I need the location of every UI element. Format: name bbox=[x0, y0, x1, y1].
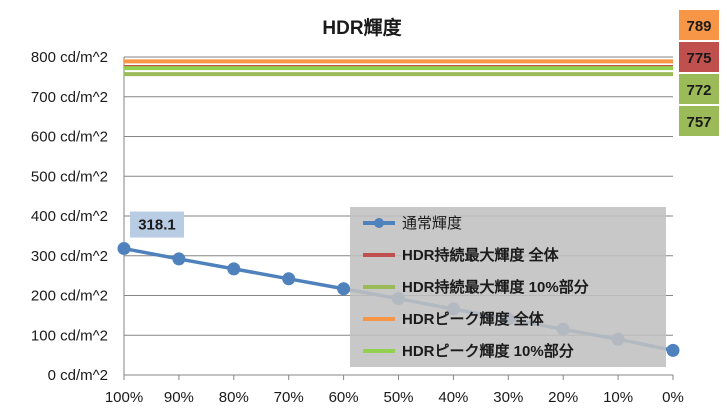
x-tick-label: 50% bbox=[383, 389, 413, 406]
y-tick-label: 700 cd/m^2 bbox=[31, 89, 108, 106]
y-tick-label: 100 cd/m^2 bbox=[31, 327, 108, 344]
legend-label: HDRピーク輝度 全体 bbox=[402, 310, 545, 328]
x-tick-label: 70% bbox=[274, 389, 304, 406]
data-labels: 318.1 789 775 772 757 bbox=[130, 10, 719, 238]
data-label: 318.1 bbox=[138, 217, 176, 234]
x-tick-label: 90% bbox=[164, 389, 194, 406]
axes: 0 cd/m^2 100 cd/m^2 200 cd/m^2 300 cd/m^2 40… bbox=[31, 49, 684, 406]
data-point bbox=[172, 252, 186, 266]
y-tick-label: 400 cd/m^2 bbox=[31, 208, 108, 225]
end-label-box bbox=[679, 10, 719, 40]
end-label-box bbox=[679, 106, 719, 136]
y-tick-label: 500 cd/m^2 bbox=[31, 168, 108, 185]
legend-label: HDR持続最大輝度 10%部分 bbox=[402, 278, 589, 296]
legend: 通常輝度 HDR持続最大輝度 全体 HDR持続最大輝度 10%部分 HDRピーク輝度 … bbox=[350, 207, 666, 367]
data-label-box bbox=[130, 211, 184, 238]
legend-marker bbox=[374, 218, 384, 228]
end-label: 775 bbox=[686, 50, 711, 67]
x-tick-label: 30% bbox=[493, 389, 523, 406]
y-tick-label: 300 cd/m^2 bbox=[31, 248, 108, 265]
y-tick-label: 200 cd/m^2 bbox=[31, 288, 108, 305]
data-point bbox=[227, 262, 241, 276]
legend-label: HDRピーク輝度 10%部分 bbox=[402, 342, 574, 360]
data-point bbox=[666, 343, 680, 357]
end-label-box bbox=[679, 42, 719, 72]
end-label: 789 bbox=[686, 18, 711, 35]
data-point bbox=[117, 242, 131, 256]
legend-label: HDR持続最大輝度 全体 bbox=[402, 246, 560, 264]
x-tick-label: 60% bbox=[329, 389, 359, 406]
x-tick-label: 10% bbox=[603, 389, 633, 406]
y-tick-label: 600 cd/m^2 bbox=[31, 129, 108, 146]
end-label: 757 bbox=[686, 114, 711, 131]
end-label: 772 bbox=[686, 82, 711, 99]
end-label-box bbox=[679, 74, 719, 104]
y-tick-label: 800 cd/m^2 bbox=[31, 49, 108, 66]
legend-label: 通常輝度 bbox=[402, 215, 462, 232]
chart-title: HDR輝度 bbox=[322, 16, 402, 39]
x-tick-label: 100% bbox=[105, 389, 143, 406]
data-point bbox=[337, 282, 351, 296]
x-tick-label: 20% bbox=[548, 389, 578, 406]
data-point bbox=[282, 272, 296, 286]
x-tick-label: 0% bbox=[662, 389, 684, 406]
y-tick-label: 0 cd/m^2 bbox=[48, 367, 108, 384]
x-tick-label: 80% bbox=[219, 389, 249, 406]
x-tick-label: 40% bbox=[438, 389, 468, 406]
legend-box bbox=[350, 207, 666, 367]
